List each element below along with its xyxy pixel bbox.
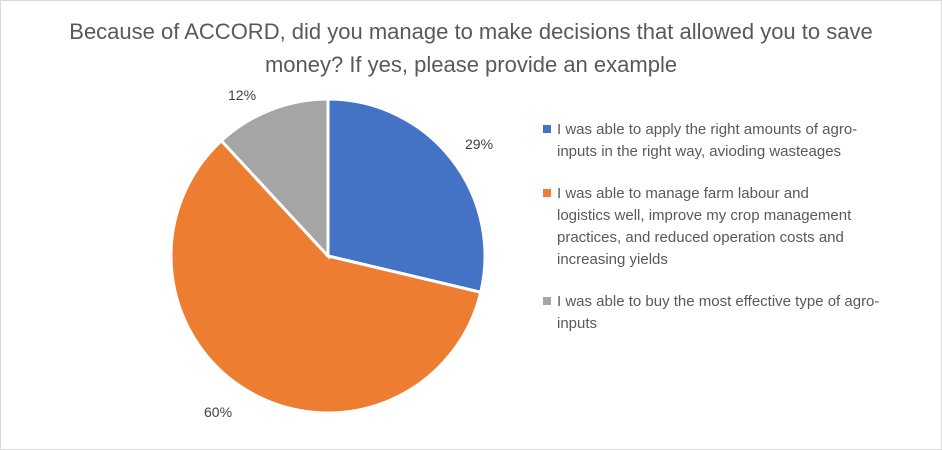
legend-swatch-grey [543, 297, 551, 305]
data-label-manage-labour: 60% [204, 404, 233, 420]
pie-slice-apply-inputs [326, 97, 487, 295]
chart-title: Because of ACCORD, did you manage to mak… [69, 19, 873, 77]
legend-swatch-blue [543, 125, 551, 133]
legend-swatch-orange [543, 189, 551, 197]
legend-item-buy-inputs: I was able to buy the most effective typ… [543, 291, 902, 335]
legend-label: I was able to manage farm labour and log… [557, 185, 852, 268]
legend-item-apply-inputs: I was able to apply the right amounts of… [543, 119, 867, 163]
legend-item-manage-labour: I was able to manage farm labour and log… [543, 183, 857, 271]
legend-label: I was able to buy the most effective typ… [557, 293, 880, 332]
pie-slice-buy-inputs [219, 97, 330, 260]
data-label-buy-inputs: 12% [228, 87, 257, 103]
data-label-apply-inputs: 29% [465, 136, 494, 152]
pie-slice-manage-labour [169, 138, 483, 415]
legend: I was able to apply the right amounts of… [543, 119, 923, 335]
legend-label: I was able to apply the right amounts of… [557, 121, 858, 160]
